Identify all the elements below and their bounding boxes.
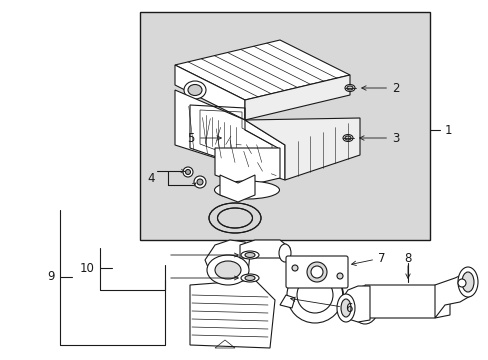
- Polygon shape: [434, 272, 474, 318]
- Polygon shape: [190, 280, 274, 348]
- Ellipse shape: [340, 299, 350, 317]
- Ellipse shape: [187, 85, 202, 95]
- Ellipse shape: [345, 85, 354, 91]
- Polygon shape: [175, 65, 244, 120]
- Polygon shape: [204, 240, 249, 272]
- Polygon shape: [244, 118, 359, 180]
- Ellipse shape: [217, 208, 252, 228]
- Text: 8: 8: [404, 252, 411, 265]
- Polygon shape: [240, 240, 289, 258]
- Text: 6: 6: [290, 297, 352, 315]
- Ellipse shape: [461, 272, 473, 292]
- Text: 7: 7: [351, 252, 385, 266]
- Polygon shape: [175, 40, 349, 100]
- Ellipse shape: [244, 275, 254, 280]
- Ellipse shape: [350, 286, 378, 324]
- Circle shape: [286, 267, 342, 323]
- Ellipse shape: [336, 294, 354, 322]
- Ellipse shape: [208, 203, 261, 233]
- Ellipse shape: [215, 261, 241, 279]
- Circle shape: [336, 273, 342, 279]
- Circle shape: [183, 167, 193, 177]
- Text: 9: 9: [47, 270, 55, 284]
- Circle shape: [306, 262, 326, 282]
- Ellipse shape: [346, 86, 352, 90]
- Text: 2: 2: [361, 81, 399, 95]
- Polygon shape: [175, 90, 285, 180]
- Text: 10: 10: [80, 261, 95, 274]
- Text: 4: 4: [147, 171, 155, 185]
- Bar: [140, 12, 429, 240]
- Circle shape: [291, 265, 297, 271]
- FancyBboxPatch shape: [285, 256, 347, 288]
- Polygon shape: [339, 286, 369, 322]
- Polygon shape: [364, 285, 449, 318]
- Ellipse shape: [457, 267, 477, 297]
- Circle shape: [185, 170, 190, 175]
- Ellipse shape: [241, 251, 259, 259]
- Circle shape: [457, 279, 465, 287]
- Ellipse shape: [214, 181, 279, 199]
- Ellipse shape: [345, 136, 350, 140]
- Polygon shape: [280, 295, 294, 308]
- Ellipse shape: [183, 81, 205, 99]
- Text: 1: 1: [444, 123, 451, 136]
- Ellipse shape: [241, 274, 259, 282]
- Polygon shape: [215, 148, 280, 188]
- Ellipse shape: [206, 255, 248, 285]
- Ellipse shape: [279, 244, 290, 262]
- Polygon shape: [244, 75, 349, 120]
- Circle shape: [310, 266, 323, 278]
- Text: 5: 5: [187, 131, 221, 144]
- Circle shape: [194, 176, 205, 188]
- Circle shape: [296, 277, 332, 313]
- Polygon shape: [220, 175, 254, 202]
- Ellipse shape: [342, 135, 352, 141]
- Text: 3: 3: [359, 131, 399, 144]
- Ellipse shape: [244, 252, 254, 257]
- Circle shape: [197, 179, 203, 185]
- Ellipse shape: [356, 293, 372, 317]
